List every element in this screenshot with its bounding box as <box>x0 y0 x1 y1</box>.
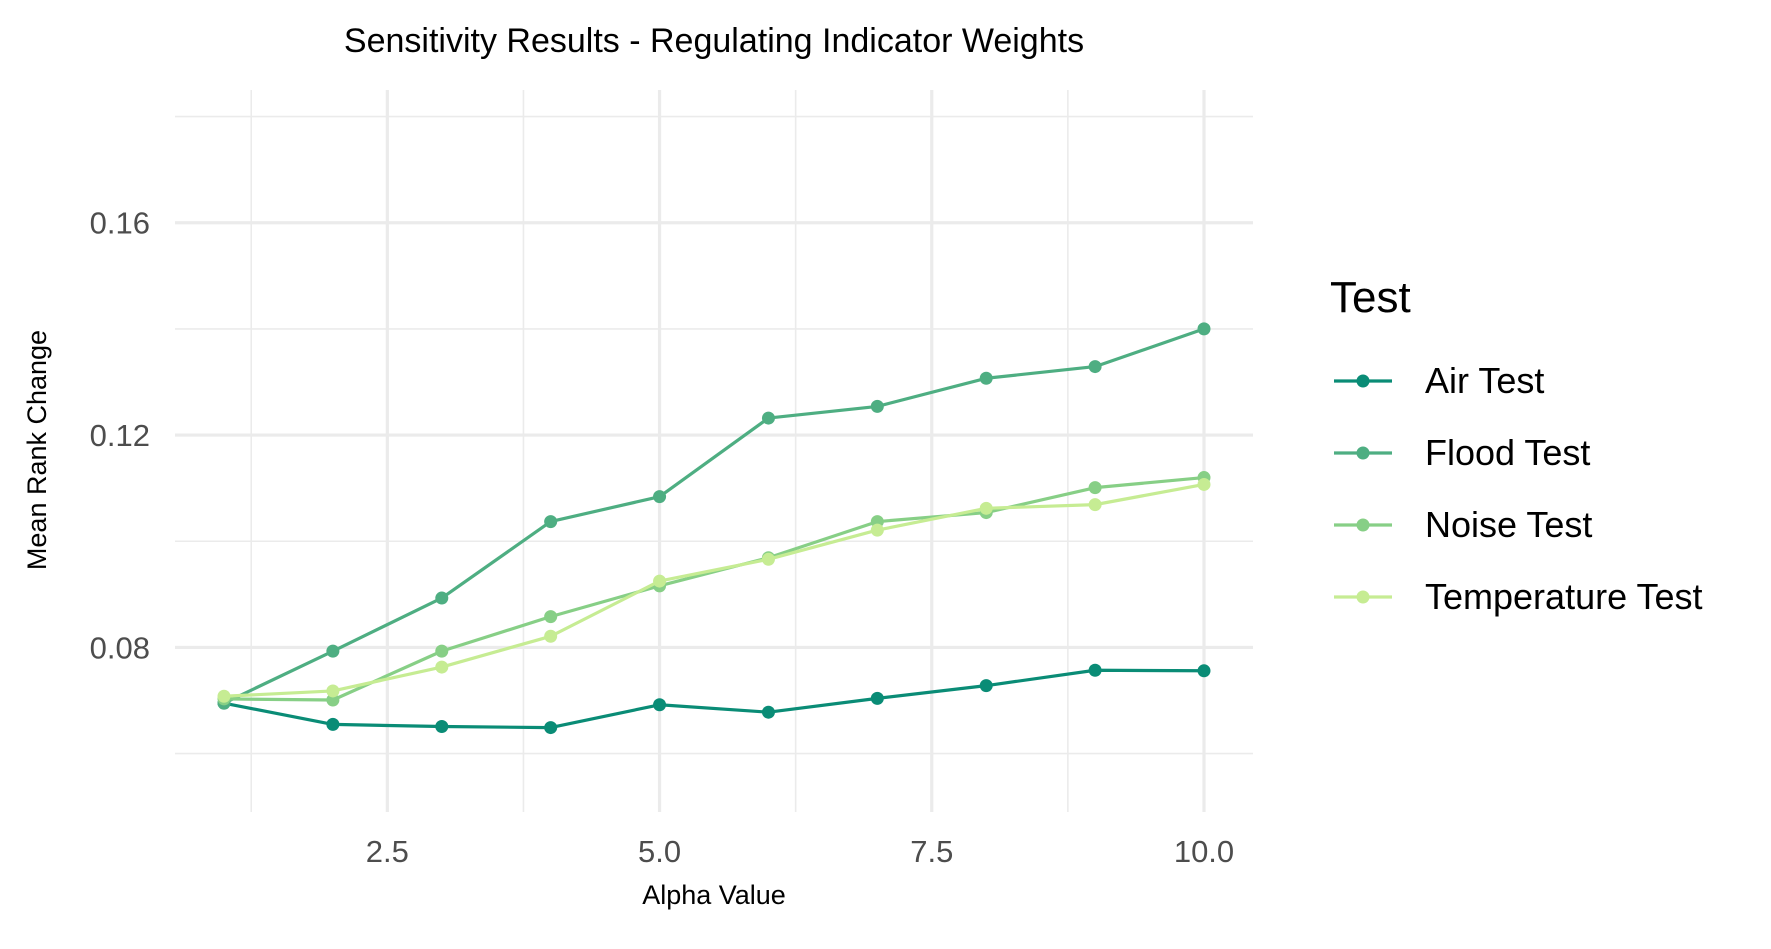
data-point-flood-test <box>870 399 884 413</box>
y-tick-label: 0.12 <box>90 418 150 453</box>
data-point-flood-test <box>326 644 340 658</box>
data-point-flood-test <box>653 490 667 504</box>
y-tick-label: 0.08 <box>90 630 150 665</box>
series-line-flood-test <box>223 327 1205 705</box>
legend-key-point <box>1356 374 1370 388</box>
data-point-temperature-test <box>1197 477 1211 491</box>
data-point-flood-test <box>761 411 775 425</box>
data-point-temperature-test <box>870 523 884 537</box>
data-point-air-test <box>979 679 993 693</box>
x-tick-label: 10.0 <box>1174 834 1234 869</box>
y-tick-label: 0.16 <box>90 206 150 241</box>
data-point-air-test <box>761 705 775 719</box>
data-point-temperature-test <box>761 552 775 566</box>
data-point-temperature-test <box>544 629 558 643</box>
data-point-temperature-test <box>653 574 667 588</box>
legend-item-air-test: Air Test <box>1334 360 1544 401</box>
series-line-air-test <box>223 668 1205 730</box>
data-point-air-test <box>653 698 667 712</box>
data-point-temperature-test <box>326 684 340 698</box>
legend-item-noise-test: Noise Test <box>1334 504 1592 545</box>
legend-label: Temperature Test <box>1425 576 1702 617</box>
data-point-temperature-test <box>1088 498 1102 512</box>
series-air-test <box>217 663 1211 735</box>
legend-item-temperature-test: Temperature Test <box>1334 576 1702 617</box>
legend-key-point <box>1356 590 1370 604</box>
series-flood-test <box>217 322 1211 710</box>
data-point-flood-test <box>1088 360 1102 374</box>
data-point-temperature-test <box>979 501 993 515</box>
chart-title: Sensitivity Results - Regulating Indicat… <box>344 22 1084 60</box>
x-tick-label: 5.0 <box>638 834 681 869</box>
data-point-flood-test <box>544 515 558 529</box>
minor-gridlines <box>175 90 1253 812</box>
data-point-temperature-test <box>217 689 231 703</box>
data-point-air-test <box>326 717 340 731</box>
data-point-noise-test <box>544 610 558 624</box>
data-point-air-test <box>1088 663 1102 677</box>
x-tick-label: 2.5 <box>366 834 409 869</box>
x-tick-label: 7.5 <box>910 834 953 869</box>
data-point-air-test <box>870 691 884 705</box>
series-line-temperature-test <box>223 482 1205 698</box>
legend-title: Test <box>1330 273 1411 322</box>
legend: Test Air Test Flood Test Noise Test Tempera… <box>1330 273 1702 617</box>
data-point-noise-test <box>435 644 449 658</box>
legend-label: Flood Test <box>1425 432 1590 473</box>
data-point-flood-test <box>435 591 449 605</box>
y-axis-tick-labels: 0.08 0.12 0.16 <box>90 206 150 666</box>
data-point-air-test <box>1197 664 1211 678</box>
series-layer <box>217 322 1211 735</box>
data-point-flood-test <box>979 371 993 385</box>
legend-key-point <box>1356 446 1370 460</box>
data-point-flood-test <box>1197 322 1211 336</box>
legend-items: Air Test Flood Test Noise Test Temperature … <box>1334 360 1702 617</box>
data-point-noise-test <box>1088 481 1102 495</box>
data-point-temperature-test <box>435 660 449 674</box>
legend-label: Noise Test <box>1425 504 1592 545</box>
data-point-noise-test <box>326 693 340 707</box>
y-axis-title: Mean Rank Change <box>22 330 52 570</box>
legend-label: Air Test <box>1425 360 1544 401</box>
data-point-air-test <box>435 720 449 734</box>
x-axis-tick-labels: 2.5 5.0 7.5 10.0 <box>366 834 1234 869</box>
legend-key-point <box>1356 518 1370 532</box>
x-axis-title: Alpha Value <box>642 880 786 910</box>
legend-item-flood-test: Flood Test <box>1334 432 1590 473</box>
data-point-air-test <box>544 721 558 735</box>
series-temperature-test <box>217 477 1211 703</box>
